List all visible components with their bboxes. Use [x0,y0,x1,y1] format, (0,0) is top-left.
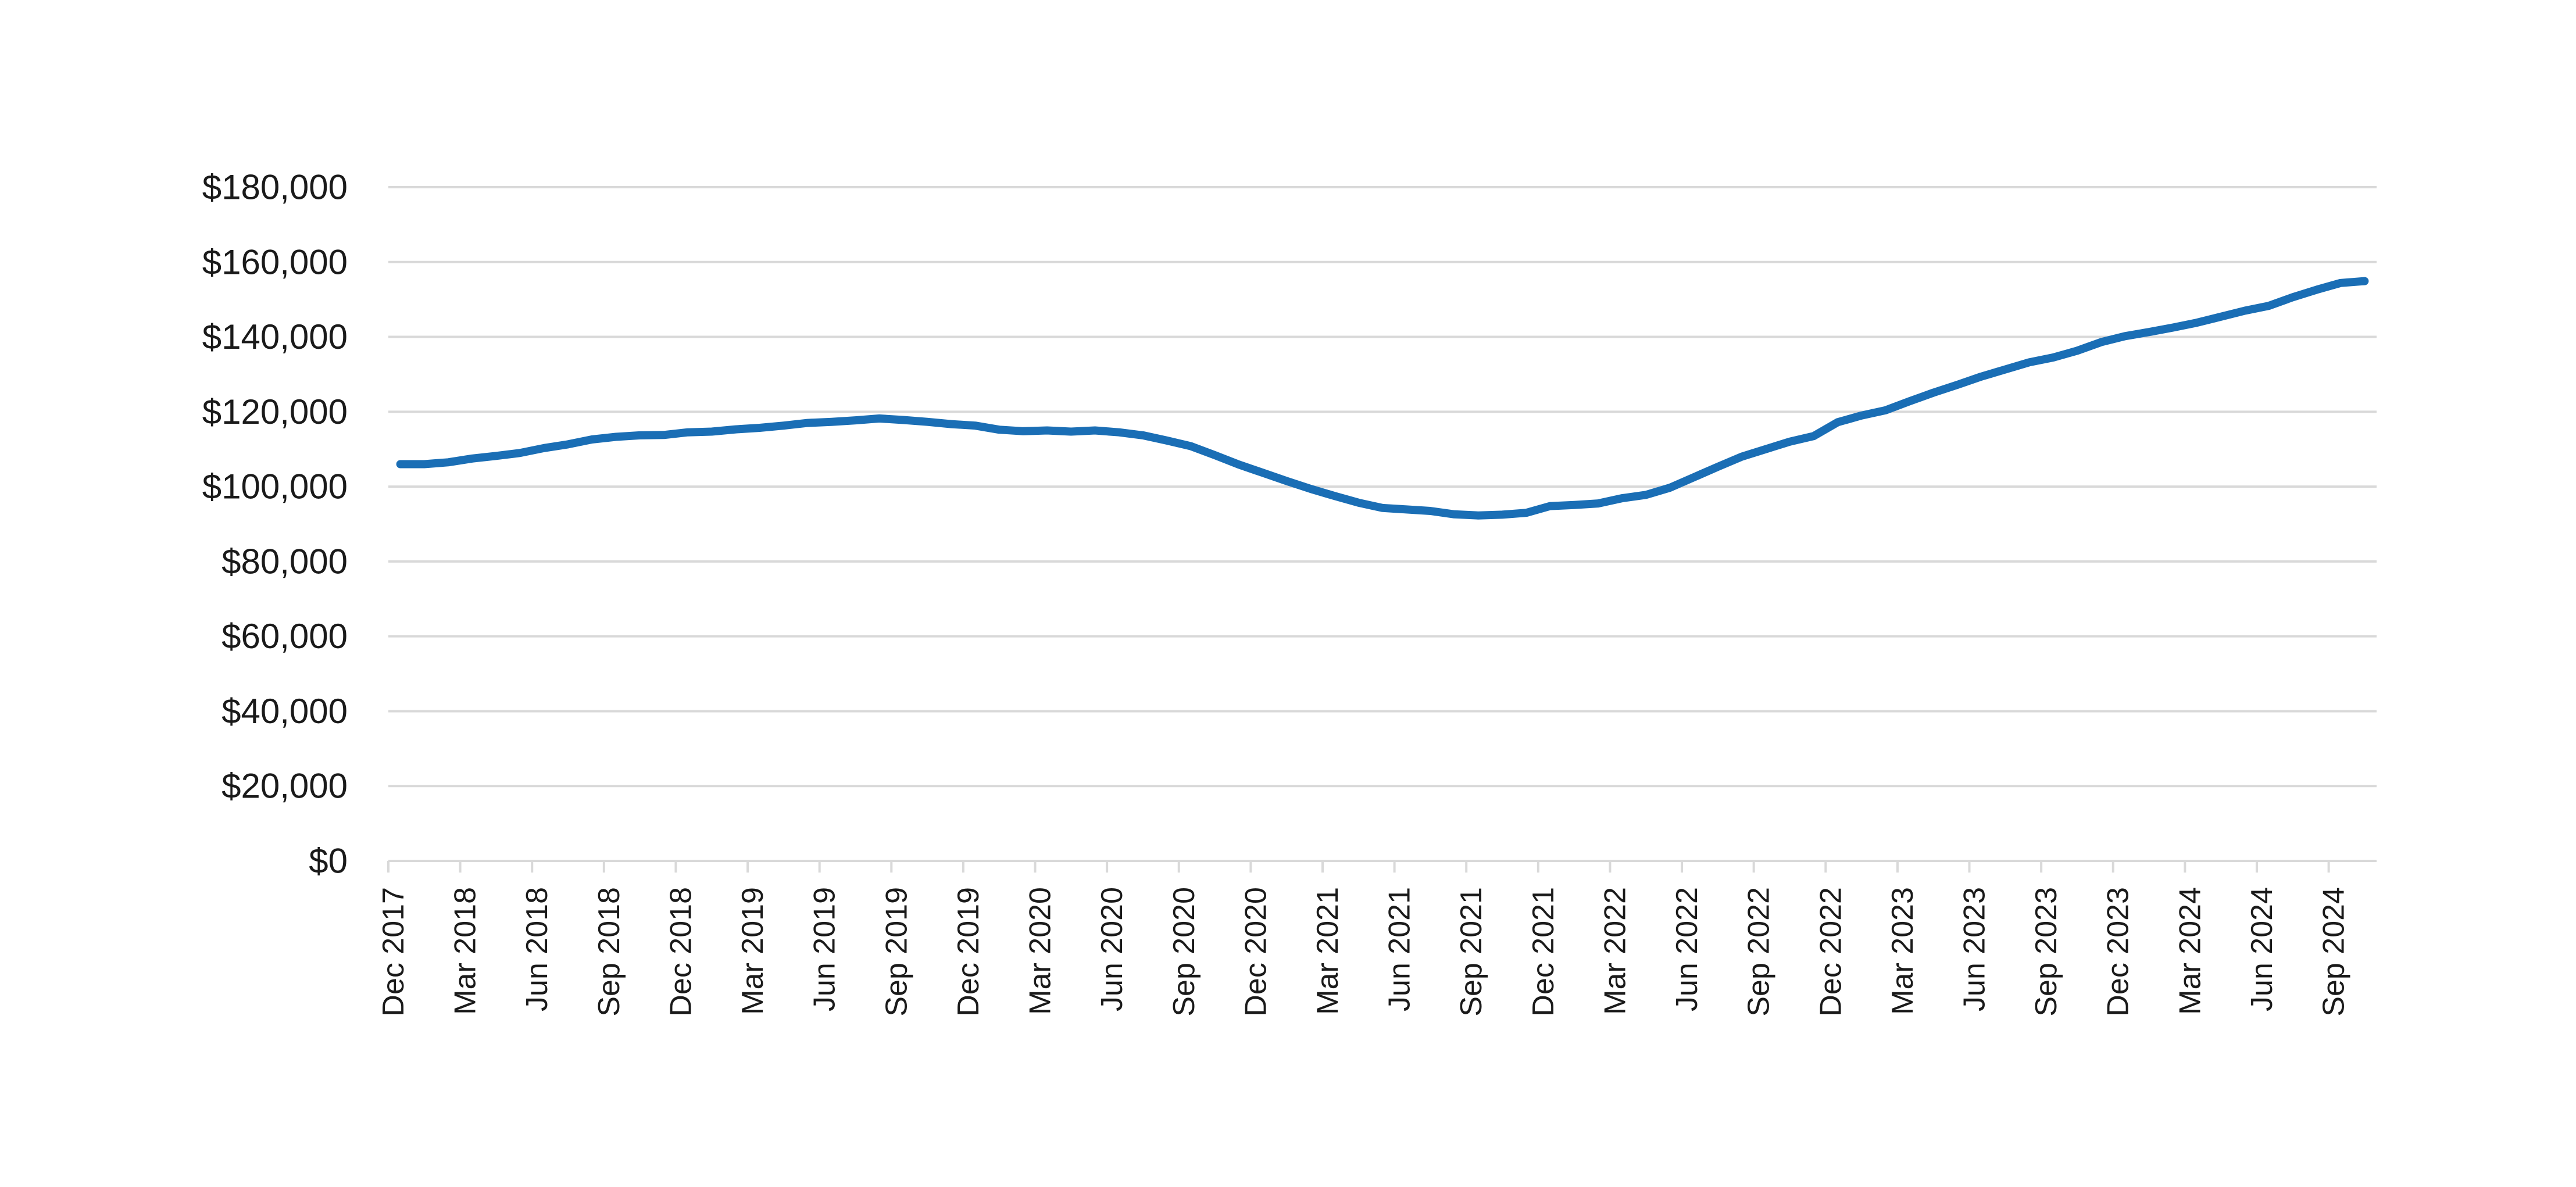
x-tick-label: Jun 2018 [520,887,554,1011]
y-tick-label: $60,000 [221,617,348,656]
x-tick-label: Dec 2023 [2102,887,2135,1017]
x-tick-label: Dec 2022 [1814,887,1848,1017]
y-tick-label: $180,000 [202,168,348,207]
x-tick-label: Dec 2019 [952,887,985,1017]
y-grid-lines [388,186,2377,788]
x-tick-label: Mar 2022 [1598,887,1632,1015]
x-tick-label: Sep 2022 [1742,887,1776,1017]
y-axis-tick-labels: $0 $20,000 $40,000 $60,000 $80,000 $100,000 $1… [202,168,348,881]
x-tick-label: Mar 2019 [736,887,770,1015]
x-axis-tick-marks [387,861,2330,873]
x-tick-label: Jun 2019 [808,887,842,1011]
series-line [396,277,2369,520]
x-tick-label: Dec 2018 [664,887,698,1017]
x-tick-label: Mar 2018 [449,887,483,1015]
x-tick-label: Sep 2024 [2317,887,2351,1017]
x-axis-tick-labels: Dec 2017 Mar 2018 Jun 2018 Sep 2018 Dec 2018… [377,887,2351,1017]
y-tick-label: $80,000 [221,542,348,581]
x-tick-label: Dec 2021 [1527,887,1560,1017]
x-tick-label: Dec 2020 [1239,887,1273,1017]
x-tick-label: Sep 2019 [880,887,913,1017]
x-tick-label: Mar 2024 [2173,887,2207,1015]
x-tick-label: Mar 2020 [1024,887,1057,1015]
x-tick-label: Sep 2018 [592,887,626,1017]
x-tick-label: Sep 2023 [2030,887,2063,1017]
y-tick-label: $140,000 [202,317,348,356]
x-tick-label: Mar 2021 [1311,887,1345,1015]
y-tick-label: $160,000 [202,242,348,281]
y-tick-label: $40,000 [221,692,348,731]
x-tick-label: Jun 2024 [2245,887,2279,1011]
x-tick-label: Sep 2021 [1455,887,1488,1017]
x-tick-label: Jun 2023 [1958,887,1992,1011]
x-tick-label: Mar 2023 [1886,887,1920,1015]
y-tick-label: $100,000 [202,467,348,506]
x-tick-label: Jun 2021 [1383,887,1417,1011]
x-tick-label: Jun 2020 [1095,887,1129,1011]
x-tick-label: Jun 2022 [1670,887,1704,1011]
y-tick-label: $20,000 [221,767,348,806]
series-group [396,277,2369,520]
y-tick-label: $0 [309,842,348,881]
x-tick-label: Dec 2017 [377,887,410,1017]
y-tick-label: $120,000 [202,392,348,431]
x-tick-label: Sep 2020 [1167,887,1201,1017]
